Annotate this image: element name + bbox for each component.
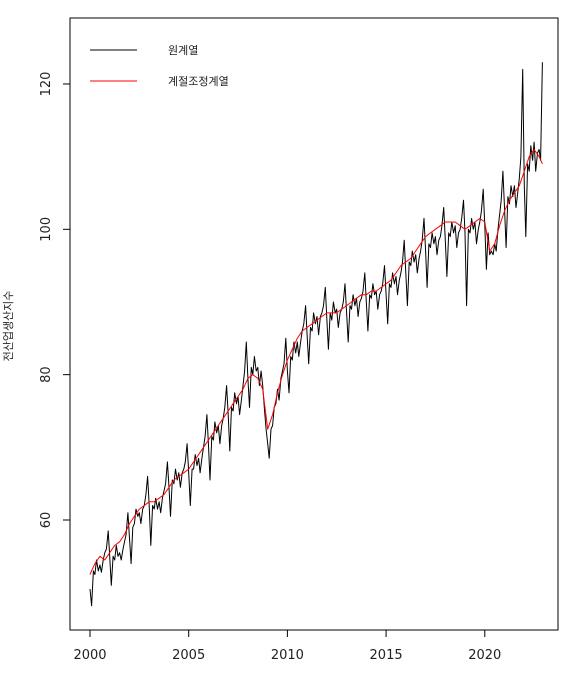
x-axis: 2000 2005 2010 2015 2020 (73, 629, 501, 663)
x-tick-label: 2005 (172, 648, 205, 663)
legend-label: 계절조정계열 (168, 75, 229, 88)
x-tick-label: 2020 (468, 648, 501, 663)
y-axis-title: 전산업생산지수 (2, 291, 15, 362)
series-line-0 (89, 62, 543, 607)
x-tick-label: 2000 (73, 648, 106, 663)
x-tick-label: 2015 (370, 648, 403, 663)
x-tick-label: 2010 (271, 648, 304, 663)
plot-frame (69, 17, 559, 631)
y-tick-label: 100 (39, 217, 54, 242)
series-line-1 (89, 148, 543, 575)
y-tick-label: 120 (39, 72, 54, 97)
series-layer (89, 62, 543, 607)
y-axis: 60 80 100 120 (39, 72, 71, 529)
y-tick-label: 80 (39, 366, 54, 383)
y-tick-label: 60 (39, 512, 54, 529)
legend-label: 원계열 (168, 44, 198, 57)
